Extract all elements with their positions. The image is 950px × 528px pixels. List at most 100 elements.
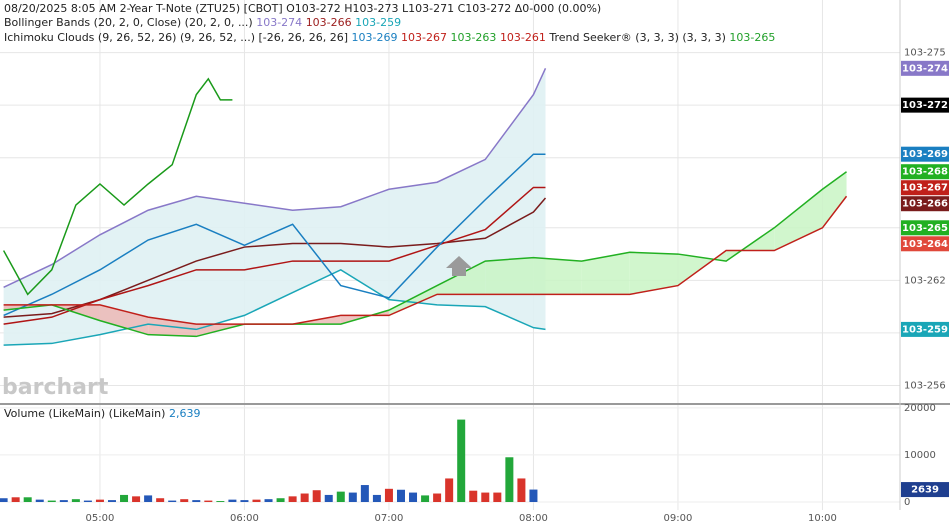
price-tag-label: 103-267 [902, 183, 948, 194]
volume-bar [384, 488, 393, 502]
volume-bar [288, 496, 297, 502]
header-line: 08/20/2025 8:05 AM 2-Year T-Note (ZTU25)… [4, 2, 601, 15]
price-tag [901, 220, 949, 236]
y-tick-label: 103-275 [904, 48, 946, 59]
price-tag-label: 103-269 [902, 149, 948, 160]
volume-bar [300, 493, 309, 502]
cloud-fill [485, 257, 534, 295]
price-tag-label: 103-266 [902, 199, 948, 210]
volume-bar [144, 495, 153, 502]
header-text: Ichimoku Clouds (9, 26, 52, 26) (9, 26, … [4, 31, 352, 44]
volume-bar [409, 492, 418, 502]
cloud-fill [437, 261, 486, 295]
y-tick-label: 10000 [904, 450, 936, 461]
volume-bar [457, 419, 466, 502]
signal-arrow [446, 256, 472, 276]
volume-bar [120, 494, 129, 502]
volume-bar [59, 500, 68, 502]
cloud-fill [774, 189, 823, 251]
volume-bar [396, 489, 405, 502]
price-tag [901, 196, 949, 212]
volume-bar [23, 497, 32, 502]
header-text: 2,639 [169, 407, 201, 420]
volume-bar [83, 500, 92, 502]
watermark: barchart [2, 375, 109, 400]
volume-bar [505, 457, 514, 502]
series-line [3, 68, 547, 289]
volume-bar [372, 494, 381, 502]
volume-bar [204, 500, 213, 502]
volume-bar [312, 490, 321, 502]
x-tick-label: 08:00 [519, 513, 548, 524]
price-tag [901, 180, 949, 196]
header-line: Bollinger Bands (20, 2, 0, Close) (20, 2… [4, 16, 401, 29]
volume-bar [192, 500, 201, 502]
volume-bar [517, 478, 526, 502]
price-tag [901, 321, 949, 337]
header-text: Trend Seeker® (3, 3, 3) (3, 3, 3) [548, 31, 729, 44]
price-tag-label: 103-264 [902, 239, 948, 250]
header-line: Ichimoku Clouds (9, 26, 52, 26) (9, 26, … [4, 31, 775, 44]
header-text: 103-261 [500, 31, 549, 44]
volume-bar [481, 492, 490, 502]
plot [0, 68, 848, 502]
x-tick-label: 06:00 [230, 513, 259, 524]
volume-bar [360, 485, 369, 502]
volume-bar [216, 501, 225, 502]
volume-bar [71, 499, 80, 502]
volume-bar [156, 498, 165, 502]
header-text: 103-274 [256, 16, 305, 29]
header-text: Bollinger Bands (20, 2, 0, Close) (20, 2… [4, 16, 256, 29]
volume-bar [0, 498, 8, 502]
volume-bar [180, 499, 189, 502]
header-text: Volume (LikeMain) (LikeMain) [4, 407, 169, 420]
volume-bar [433, 493, 442, 502]
volume-bar [240, 500, 249, 502]
volume-bar [95, 499, 104, 502]
header-text: 103-259 [355, 16, 401, 29]
cloud-fill [388, 285, 438, 316]
price-tag [901, 164, 949, 180]
volume-tag [901, 482, 949, 498]
price-tag [901, 97, 949, 113]
cloud-fill [340, 310, 389, 325]
volume-bar [132, 496, 141, 502]
header-text: 103-265 [729, 31, 775, 44]
price-tag-label: 103-272 [902, 100, 948, 111]
volume-bar [264, 499, 273, 502]
y-tick-label: 103-256 [904, 380, 946, 391]
price-tag-label: 103-259 [902, 324, 948, 335]
header-text: 103-269 [352, 31, 401, 44]
volume-header: Volume (LikeMain) (LikeMain) 2,639 [4, 407, 200, 420]
volume-bar [529, 489, 538, 502]
x-tick-label: 05:00 [86, 513, 115, 524]
volume-bar [47, 500, 56, 502]
series-line [3, 195, 848, 325]
volume-bar [35, 499, 44, 502]
volume-bar [276, 498, 285, 502]
series-line [3, 153, 546, 317]
x-tick-label: 09:00 [664, 513, 693, 524]
y-tick-label: 103-262 [904, 275, 946, 286]
series-line [3, 186, 546, 325]
series-line [3, 171, 847, 338]
volume-bar [107, 500, 116, 502]
x-tick-label: 07:00 [375, 513, 404, 524]
volume-bar [421, 495, 430, 502]
cloud-fill [629, 252, 678, 295]
volume-bar [493, 492, 502, 502]
price-tag-label: 103-268 [902, 167, 948, 178]
cloud-fill [581, 252, 630, 295]
volume-bar [252, 499, 261, 502]
x-tick-label: 10:00 [808, 513, 837, 524]
series-line [3, 268, 546, 346]
series-line [2, 77, 233, 296]
volume-bar [469, 490, 478, 502]
cloud-fill [533, 257, 582, 295]
volume-bar [324, 494, 333, 502]
price-tag [901, 146, 949, 162]
volume-bar [168, 500, 177, 502]
header-text: 103-263 [450, 31, 499, 44]
y-tick-label: 0 [904, 497, 910, 508]
